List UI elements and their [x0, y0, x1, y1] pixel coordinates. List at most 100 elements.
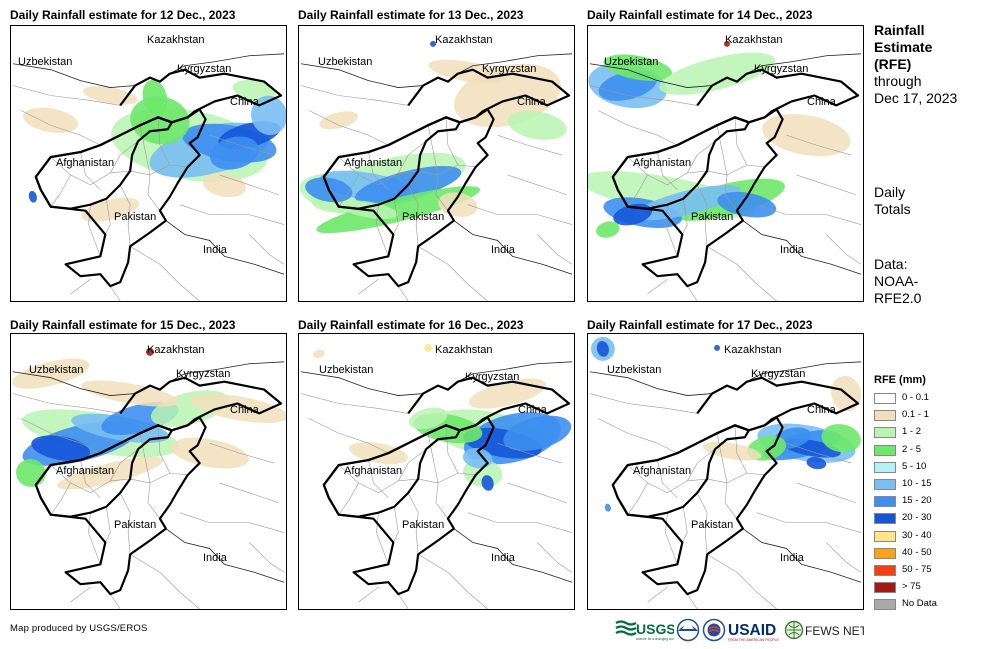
usgs-logo: USGS science for a changing world — [615, 620, 674, 641]
legend-label: 10 - 15 — [902, 477, 932, 489]
province-boundary — [338, 174, 359, 207]
province-boundary — [130, 164, 188, 176]
nws-logo — [702, 618, 726, 642]
province-boundary — [627, 156, 708, 186]
label-china: China — [230, 96, 259, 108]
rain-area — [57, 456, 164, 490]
rain-area — [28, 190, 37, 203]
label-pakistan: Pakistan — [402, 211, 445, 223]
province-boundary — [80, 152, 101, 191]
map-dec12: Kazakhstan Uzbekistan Kyrgyzstan China Afgha… — [10, 25, 287, 302]
label-pakistan: Pakistan — [691, 211, 734, 223]
legend-swatch — [874, 461, 896, 473]
label-china: China — [230, 404, 259, 416]
label-india: India — [491, 244, 515, 256]
daily-totals-note: Daily Totals — [874, 184, 911, 218]
daily-line1: Daily — [874, 184, 906, 200]
province-boundary — [445, 117, 459, 166]
province-boundary — [407, 492, 419, 555]
map-canvas — [12, 53, 286, 301]
province-boundary — [219, 482, 280, 504]
province-boundary — [696, 184, 708, 247]
province-boundary — [358, 278, 409, 301]
label-china: China — [807, 96, 836, 108]
province-boundary — [427, 125, 439, 175]
province-boundary — [368, 460, 389, 499]
legend-swatch — [874, 393, 896, 404]
province-boundary — [50, 464, 131, 494]
province-boundary — [589, 393, 698, 414]
label-kyrgyzstan: Kyrgyzstan — [754, 63, 809, 75]
legend-label: 0.1 - 1 — [902, 409, 929, 421]
legend-swatch — [874, 599, 896, 611]
side-title: Rainfall Estimate (RFE) through Dec 17, … — [874, 22, 957, 107]
province-boundary — [507, 482, 568, 504]
legend-label: 50 - 75 — [902, 563, 932, 575]
province-boundary — [627, 482, 648, 515]
legend-swatch — [874, 547, 896, 559]
rain-area — [507, 110, 567, 140]
rain-area — [821, 424, 861, 453]
rain-area — [209, 136, 259, 170]
legend-label: 1 - 2 — [902, 426, 922, 438]
label-china: China — [807, 404, 836, 416]
province-boundary — [665, 512, 678, 565]
legend-label: 20 - 30 — [902, 512, 932, 524]
country-boundary — [453, 220, 573, 275]
label-kazakhstan: Kazakhstan — [147, 344, 205, 356]
province-boundary — [756, 512, 862, 533]
rain-area — [312, 349, 325, 358]
province-boundary — [300, 393, 409, 414]
province-boundary — [308, 418, 389, 454]
rain-area — [190, 393, 286, 424]
province-boundary — [338, 156, 419, 186]
province-boundary — [157, 425, 171, 474]
country-boundary — [742, 528, 862, 583]
legend-label: 30 - 40 — [902, 529, 932, 541]
province-boundary — [734, 425, 748, 474]
province-boundary — [826, 234, 862, 265]
country-boundary — [453, 528, 573, 583]
side-title-line4: through — [874, 73, 922, 89]
province-boundary — [179, 512, 285, 533]
svg-text:USGS: USGS — [636, 621, 674, 637]
label-uzbekistan: Uzbekistan — [318, 56, 373, 68]
province-boundary — [358, 586, 409, 609]
province-boundary — [682, 506, 688, 543]
country-boundary — [165, 528, 285, 583]
label-kazakhstan: Kazakhstan — [435, 34, 493, 46]
legend-label: 2 - 5 — [902, 443, 922, 455]
province-boundary — [300, 85, 409, 106]
province-boundary — [716, 125, 728, 175]
province-boundary — [129, 246, 200, 301]
legend-label: 40 - 50 — [902, 546, 932, 558]
rain-area — [503, 415, 572, 451]
data-line2: NOAA- — [874, 273, 919, 289]
province-boundary — [435, 174, 449, 211]
label-kyrgyzstan: Kyrgyzstan — [465, 371, 520, 383]
province-boundary — [70, 586, 121, 609]
province-boundary — [647, 586, 698, 609]
label-india: India — [203, 552, 227, 564]
label-afghanistan: Afghanistan — [633, 465, 692, 477]
province-boundary — [338, 464, 419, 494]
province-boundary — [497, 134, 563, 156]
province-boundary — [219, 174, 280, 196]
province-boundary — [627, 174, 648, 207]
rain-area — [319, 111, 359, 130]
province-boundary — [129, 554, 200, 609]
rain-area — [714, 344, 721, 351]
country-boundary — [300, 361, 573, 396]
province-boundary — [467, 204, 573, 225]
rain-area — [604, 503, 611, 512]
province-boundary — [627, 464, 708, 494]
label-india: India — [491, 552, 515, 564]
label-kazakhstan: Kazakhstan — [435, 344, 493, 356]
province-boundary — [20, 418, 101, 454]
label-kazakhstan: Kazakhstan — [147, 34, 205, 46]
label-india: India — [780, 552, 804, 564]
province-boundary — [796, 482, 857, 504]
province-boundary — [147, 482, 161, 519]
province-boundary — [209, 134, 275, 156]
legend-label: No Data — [902, 598, 937, 610]
